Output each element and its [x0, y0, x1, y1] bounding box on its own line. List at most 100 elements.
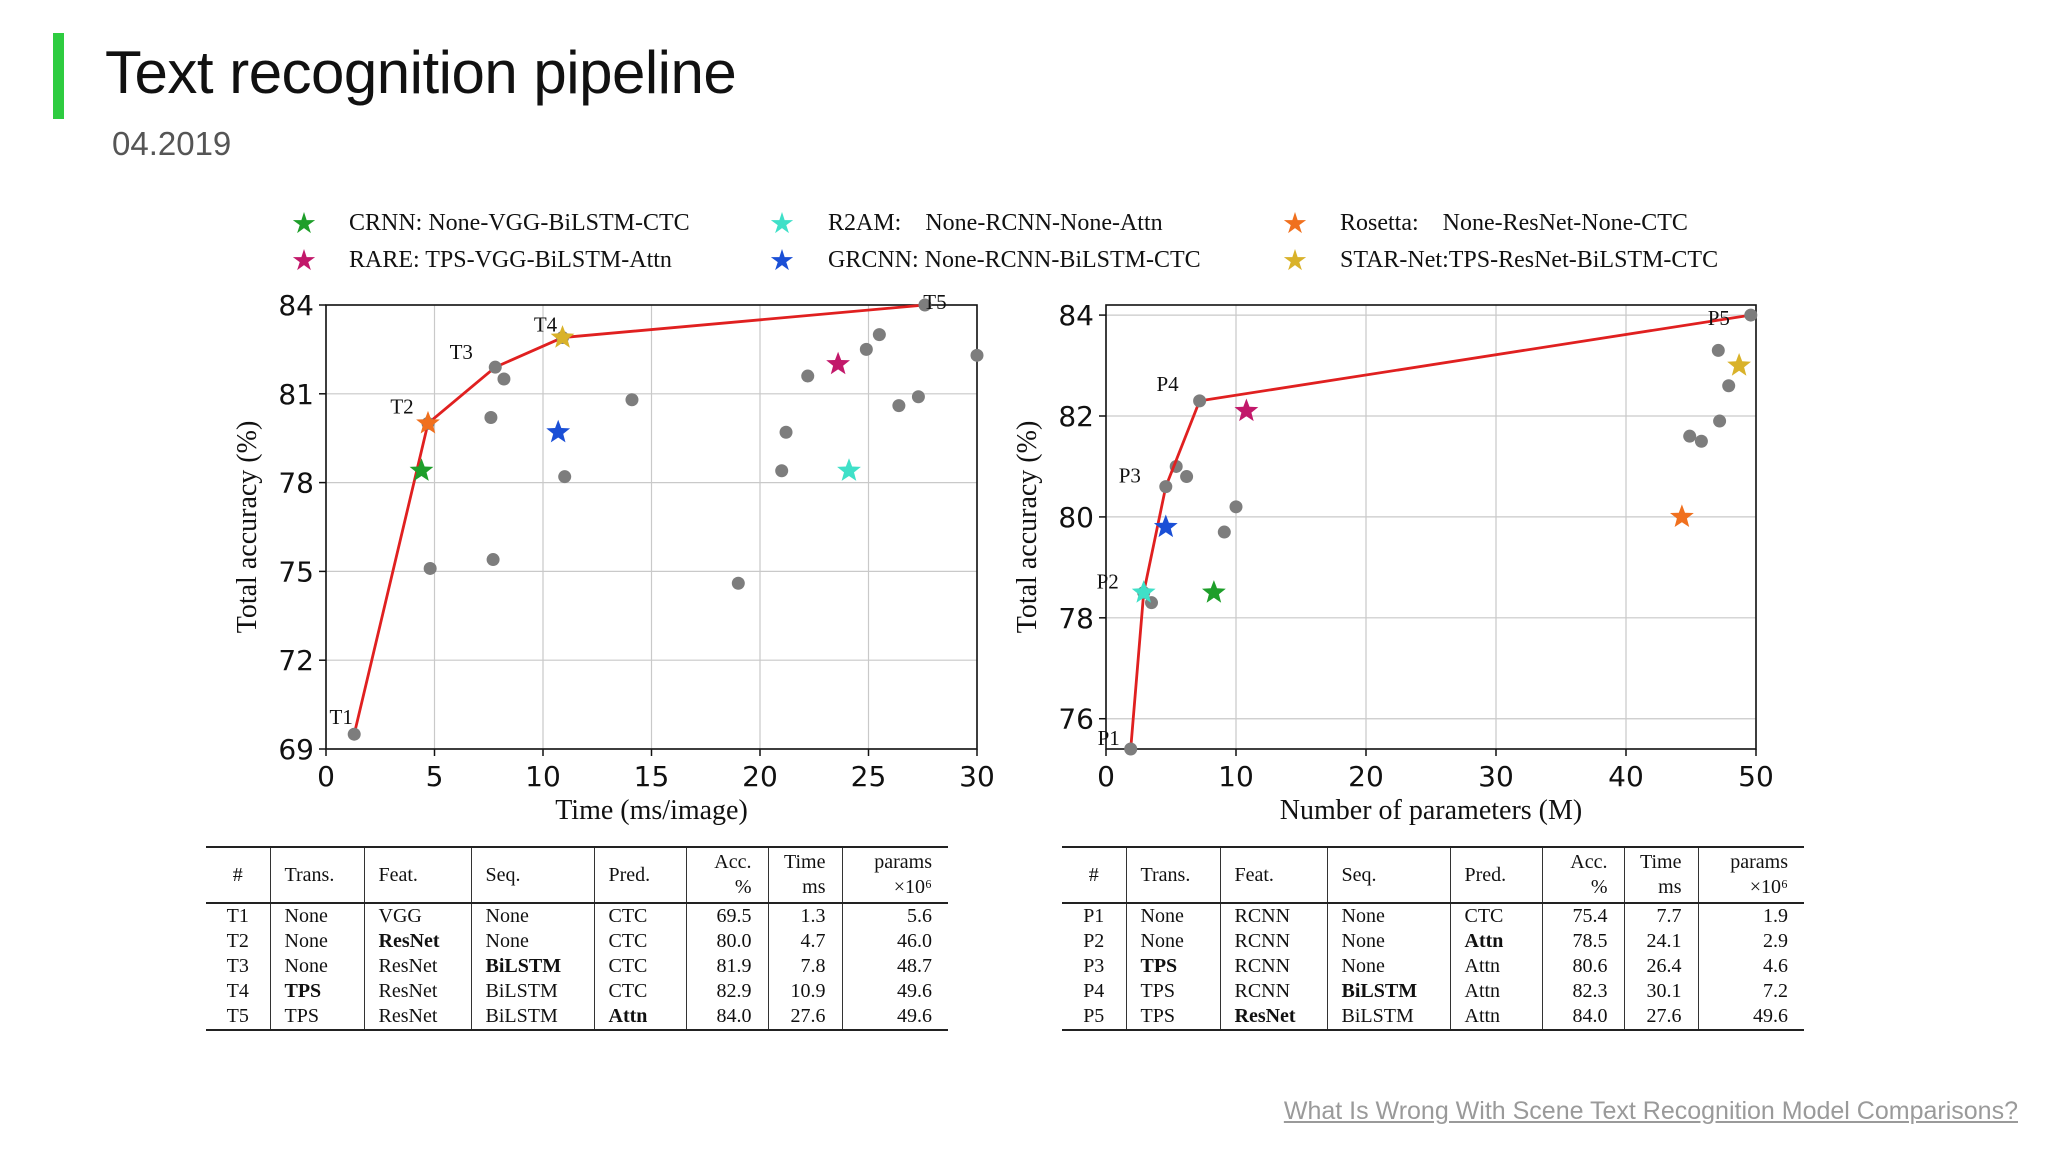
- cell-trans: None: [269, 929, 364, 954]
- data-point-gray: [484, 410, 498, 424]
- cell-acc: 78.5: [1541, 929, 1624, 954]
- legend-item-rare: RARE: TPS-VGG-BiLSTM-Attn: [349, 247, 672, 273]
- legend-star-icon: ★: [769, 208, 795, 240]
- legend-item-rosetta: Rosetta: None-ResNet-None-CTC: [1340, 210, 1688, 236]
- cell-time: 24.1: [1623, 929, 1698, 954]
- data-point-gray: [1217, 525, 1231, 539]
- star-marker-rare: [1234, 398, 1259, 422]
- x-tick-label: 10: [1218, 760, 1254, 793]
- y-tick-label: 80: [1058, 501, 1094, 534]
- table-row: T5 TPS ResNet BiLSTM Attn 84.0 27.6 49.6: [206, 1004, 948, 1031]
- cell-params: 46.0: [841, 929, 948, 954]
- x-tick-label: 30: [959, 760, 995, 793]
- col-header-feat: Feat.: [363, 846, 471, 904]
- cell-params: 2.9: [1697, 929, 1804, 954]
- accent-bar: [53, 33, 64, 119]
- data-point-gray: [1683, 429, 1697, 443]
- star-marker-starnet: [1727, 353, 1751, 376]
- table-row: T1 None VGG None CTC 69.5 1.3 5.6: [206, 903, 948, 929]
- y-tick-label: 78: [1058, 602, 1094, 635]
- page-date: 04.2019: [112, 125, 232, 162]
- cell-seq: None: [470, 929, 594, 954]
- cell-acc: 80.6: [1541, 954, 1624, 979]
- y-tick-label: 84: [1058, 299, 1094, 332]
- cell-id: P1: [1083, 905, 1105, 927]
- cell-params: 1.9: [1697, 903, 1804, 929]
- cell-trans: TPS: [1125, 979, 1220, 1004]
- frontier-point-label: T2: [390, 394, 413, 418]
- col-header-params: params ×10⁶: [841, 846, 948, 904]
- table-header-row: # Trans. Feat. Seq. Pred. Acc.% Time ms p…: [206, 846, 948, 904]
- data-point-gray: [1713, 414, 1727, 428]
- legend-star-icon: ★: [1282, 245, 1308, 277]
- table-row: P4 TPS RCNN BiLSTM Attn 82.3 30.1 7.2: [1062, 979, 1804, 1004]
- results-table-time: # Trans. Feat. Seq. Pred. Acc.% Time ms p…: [206, 846, 948, 1031]
- cell-seq: BiLSTM: [1326, 1004, 1450, 1031]
- table-header-row: # Trans. Feat. Seq. Pred. Acc.% Time ms p…: [1062, 846, 1804, 904]
- x-tick-label: 25: [851, 760, 887, 793]
- cell-seq: BiLSTM: [1326, 979, 1450, 1004]
- x-tick-label: 15: [634, 760, 670, 793]
- cell-trans: TPS: [1125, 954, 1220, 979]
- cell-time: 27.6: [767, 1004, 842, 1031]
- star-marker-grcnn: [546, 419, 571, 443]
- data-point-gray: [731, 576, 745, 590]
- legend-item-grcnn: GRCNN: None-RCNN-BiLSTM-CTC: [828, 247, 1201, 273]
- y-tick-label: 84: [278, 289, 314, 322]
- x-axis-label: Number of parameters (M): [1280, 795, 1582, 826]
- data-point-gray: [1694, 434, 1708, 448]
- table-row: T4 TPS ResNet BiLSTM CTC 82.9 10.9 49.6: [206, 979, 948, 1004]
- x-tick-label: 10: [525, 760, 561, 793]
- col-header-id: #: [206, 846, 270, 904]
- cell-feat: ResNet: [363, 954, 471, 979]
- y-axis-label: Total accuracy (%): [232, 421, 263, 634]
- col-header-trans: Trans.: [1125, 846, 1220, 904]
- cell-acc: 84.0: [685, 1004, 768, 1031]
- x-tick-label: 30: [1478, 760, 1514, 793]
- col-header-time: Time ms: [1623, 846, 1698, 904]
- frontier-point-label: P1: [1098, 726, 1120, 750]
- data-point-gray: [558, 470, 572, 484]
- cell-pred: CTC: [593, 929, 686, 954]
- star-marker-rosetta: [1670, 504, 1694, 527]
- cell-acc: 84.0: [1541, 1004, 1624, 1031]
- cell-id: T1: [226, 905, 249, 927]
- legend-star-icon: ★: [291, 208, 317, 240]
- cell-seq: BiLSTM: [470, 979, 594, 1004]
- cell-trans: TPS: [269, 1004, 364, 1031]
- data-point-gray: [423, 561, 437, 575]
- table-row: P1 None RCNN None CTC 75.4 7.7 1.9: [1062, 903, 1804, 929]
- star-marker-rare: [826, 351, 850, 375]
- star-marker-crnn: [1202, 580, 1226, 603]
- y-tick-label: 82: [1058, 400, 1094, 433]
- cell-feat: ResNet: [363, 929, 471, 954]
- cell-time: 30.1: [1623, 979, 1698, 1004]
- x-tick-label: 0: [1097, 760, 1115, 793]
- frontier-point-label: P2: [1097, 570, 1119, 594]
- legend-star-icon: ★: [1282, 208, 1308, 240]
- plot-frame: [325, 304, 978, 750]
- frontier-point: [1193, 394, 1207, 408]
- col-header-params: params ×10⁶: [1697, 846, 1804, 904]
- cell-trans: TPS: [269, 979, 364, 1004]
- cell-seq: None: [1326, 903, 1450, 929]
- cell-trans: None: [269, 954, 364, 979]
- frontier-point-label: P3: [1119, 464, 1141, 488]
- cell-acc: 82.3: [1541, 979, 1624, 1004]
- legend-item-starnet: STAR-Net:TPS-ResNet-BiLSTM-CTC: [1340, 247, 1719, 273]
- star-marker-r2am: [1131, 580, 1156, 603]
- col-header-pred: Pred.: [593, 846, 686, 904]
- star-marker-grcnn: [1153, 514, 1178, 538]
- col-header-acc: Acc.%: [685, 846, 768, 904]
- y-tick-label: 81: [278, 378, 314, 411]
- x-tick-label: 20: [742, 760, 778, 793]
- frontier-point-label: P4: [1157, 372, 1180, 396]
- cell-seq: BiLSTM: [470, 954, 594, 979]
- frontier-point-label: T1: [330, 705, 353, 729]
- source-link[interactable]: What Is Wrong With Scene Text Recognitio…: [1283, 1097, 2018, 1125]
- cell-id: T5: [206, 1004, 270, 1031]
- col-header-feat: Feat.: [1219, 846, 1327, 904]
- x-tick-label: 20: [1348, 760, 1384, 793]
- cell-pred: Attn: [593, 1004, 686, 1031]
- cell-trans: None: [1125, 903, 1220, 929]
